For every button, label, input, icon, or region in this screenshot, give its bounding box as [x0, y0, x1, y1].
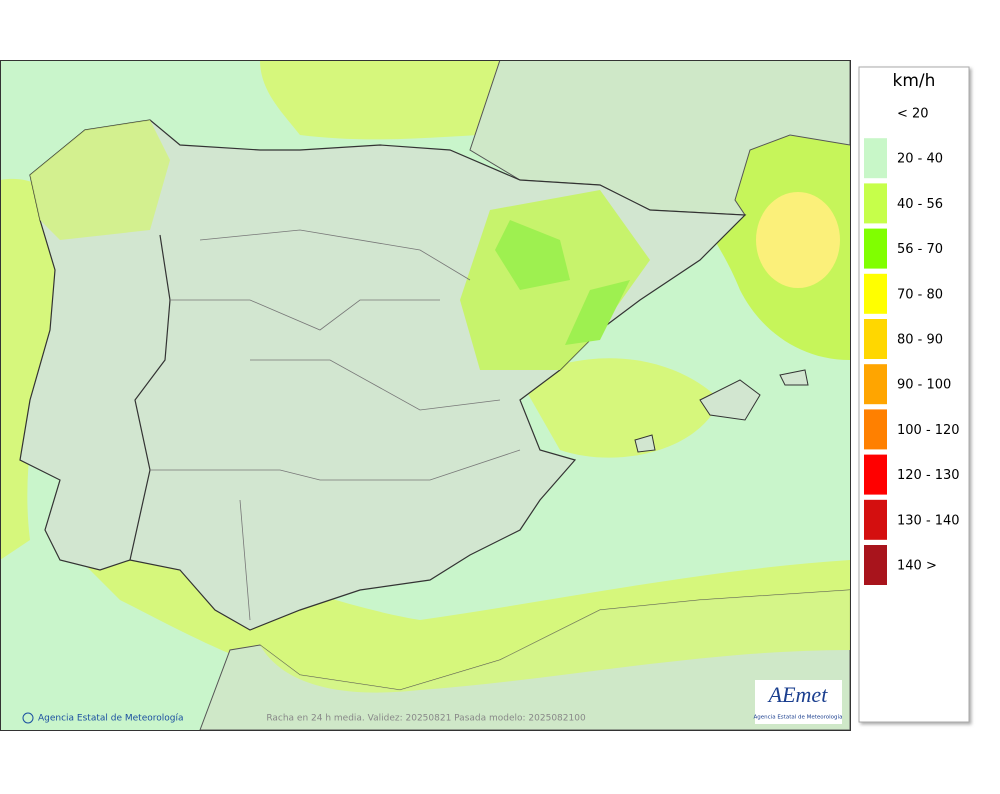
- island: [699, 379, 761, 421]
- wind-max: [756, 192, 840, 288]
- logo-box: [755, 680, 842, 724]
- logo-subtitle: Agencia Estatal de Meteorología: [754, 714, 843, 721]
- island: [779, 369, 809, 386]
- wind-band: [495, 220, 570, 290]
- region-borders: [150, 229, 521, 621]
- wind-band: [1, 178, 68, 560]
- copyright-icon: [22, 712, 34, 724]
- legend-label: 100 - 120: [897, 423, 960, 438]
- legend-label: 90 - 100: [897, 378, 951, 393]
- legend-unit: km/h: [893, 71, 936, 91]
- legend-swatch: [864, 545, 887, 585]
- legend-swatch: [864, 183, 887, 224]
- legend-label: 120 - 130: [897, 468, 960, 483]
- legend-label: 70 - 80: [897, 287, 943, 302]
- legend-swatch: [864, 228, 887, 269]
- legend-swatch: [864, 409, 887, 450]
- map-frame: [0, 60, 851, 731]
- legend-swatch: [864, 499, 887, 540]
- island: [634, 434, 656, 453]
- footer-center: Racha en 24 h media. Validez: 20250821 P…: [266, 714, 586, 724]
- logo-text: AEmet: [767, 682, 829, 707]
- wind-band: [260, 590, 850, 693]
- map: AEmet Agencia Estatal de Meteorología Ag…: [1, 60, 850, 730]
- legend-swatch: [864, 138, 887, 179]
- legend-label: 56 - 70: [897, 242, 943, 257]
- border: [129, 234, 171, 561]
- legend-label: 130 - 140: [897, 513, 960, 528]
- legend-swatch: [864, 454, 887, 495]
- legend-swatch: [864, 319, 887, 359]
- legend-swatch: [864, 273, 887, 314]
- legend: km/h < 20 20 - 40 40 - 56 56 - 70 70 - 80 80 …: [858, 66, 970, 723]
- wind-band: [565, 280, 630, 345]
- legend-label: 80 - 90: [897, 333, 943, 348]
- wind-band: [30, 120, 170, 240]
- legend-swatch: [864, 364, 887, 405]
- legend-label: 20 - 40: [897, 152, 943, 167]
- legend-label: < 20: [897, 107, 929, 122]
- legend-label: 40 - 56: [897, 197, 943, 212]
- wind-band: [520, 358, 720, 458]
- legend-label: 140 >: [897, 559, 937, 574]
- footer-left: Agencia Estatal de Meteorología: [38, 714, 184, 724]
